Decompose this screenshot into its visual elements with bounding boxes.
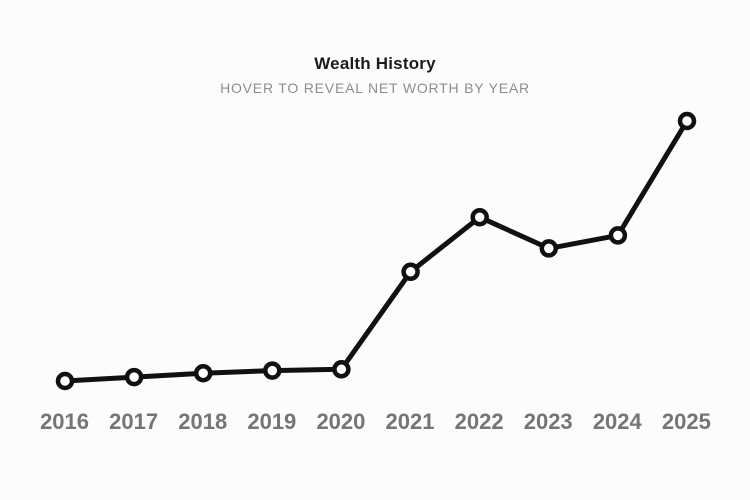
x-axis-label-2023: 2023 — [523, 409, 573, 434]
x-axis-label-2016: 2016 — [40, 409, 90, 434]
x-axis-label-2022: 2022 — [454, 409, 504, 434]
data-point-2016[interactable] — [55, 371, 75, 391]
data-point-2025[interactable] — [677, 111, 697, 131]
data-point-2020[interactable] — [332, 360, 351, 379]
x-axis-label-2025: 2025 — [661, 409, 711, 434]
x-axis-label-2024: 2024 — [592, 409, 642, 434]
x-axis-label-2021: 2021 — [385, 409, 435, 434]
net-worth-line — [62, 118, 690, 384]
x-axis-label-2017: 2017 — [109, 409, 159, 434]
data-point-2024[interactable] — [608, 226, 628, 245]
x-axis-label-2020: 2020 — [316, 409, 366, 434]
x-axis: 2016 2017 2018 2019 2020 2021 2022 2023 2024 2025 — [30, 409, 721, 435]
x-axis-label-2018: 2018 — [178, 409, 228, 434]
data-point-2022[interactable] — [470, 207, 489, 227]
data-point-2023[interactable] — [539, 239, 559, 258]
data-point-2017[interactable] — [124, 367, 144, 387]
data-point-2021[interactable] — [401, 262, 420, 282]
data-point-2019[interactable] — [263, 361, 282, 380]
data-point-2018[interactable] — [193, 363, 213, 383]
x-axis-label-2019: 2019 — [247, 409, 297, 434]
